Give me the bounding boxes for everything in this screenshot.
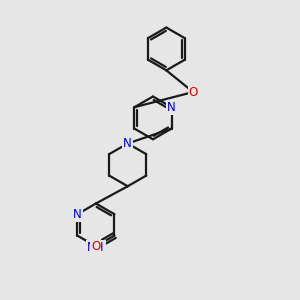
Text: NH: NH xyxy=(87,241,105,254)
Text: O: O xyxy=(91,240,101,253)
Text: N: N xyxy=(123,137,132,150)
Text: N: N xyxy=(167,101,176,114)
Text: O: O xyxy=(188,85,198,98)
Text: N: N xyxy=(73,208,82,221)
